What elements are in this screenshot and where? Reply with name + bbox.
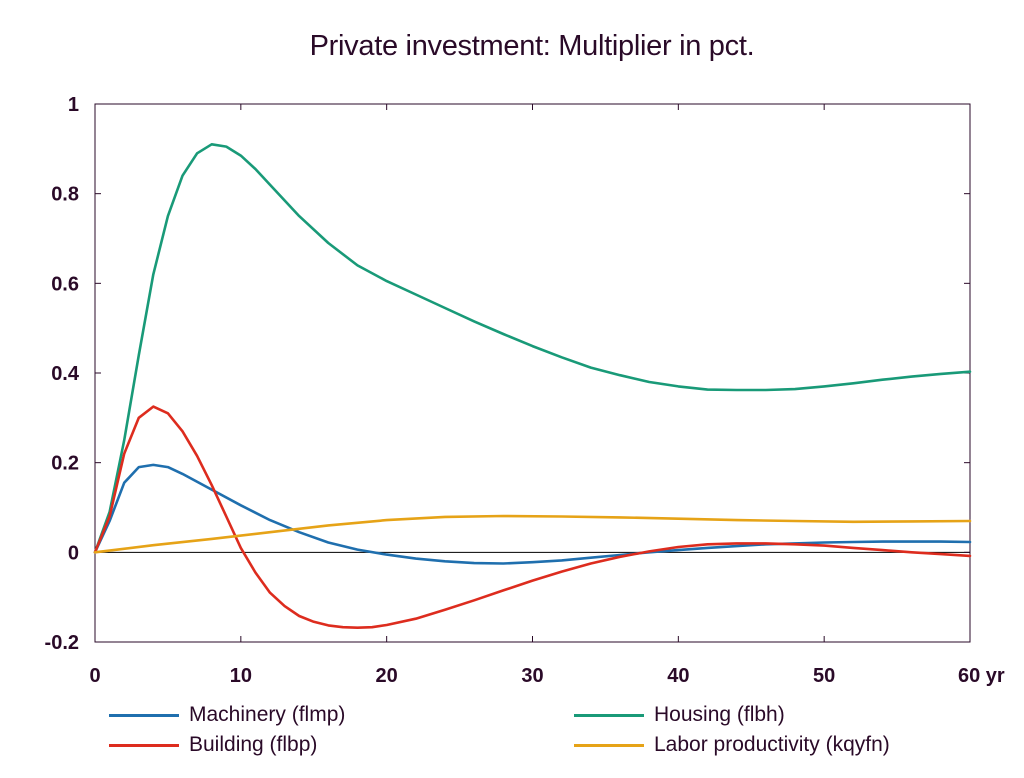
- legend-item-labor-productivity: Labor productivity (kqyfn): [574, 731, 890, 759]
- series-line-labor-productivity: [93, 514, 972, 554]
- x-tick-label: 30: [521, 665, 543, 687]
- y-tick-label: -0.2: [45, 632, 79, 654]
- legend-swatch-housing: [574, 713, 644, 717]
- y-tick-label: 0.8: [51, 184, 79, 206]
- series-line-building: [93, 405, 972, 629]
- x-tick-label: 50: [813, 665, 835, 687]
- legend-item-building: Building (flbp): [109, 731, 317, 759]
- x-tick-label: 10: [230, 665, 252, 687]
- legend-swatch-labor-productivity: [574, 743, 644, 747]
- legend-swatch-building: [109, 743, 179, 747]
- y-tick-label: 0.4: [51, 363, 80, 385]
- y-tick-label: 0.6: [51, 273, 79, 295]
- legend-label-housing: Housing (flbh): [654, 703, 785, 726]
- legend-item-housing: Housing (flbh): [574, 701, 785, 729]
- legend-label-machinery: Machinery (flmp): [189, 703, 346, 726]
- legend-swatch-machinery: [109, 713, 179, 717]
- y-tick-label: 0.2: [51, 453, 79, 475]
- legend-label-building: Building (flbp): [189, 733, 318, 756]
- series-line-housing: [93, 143, 972, 554]
- chart-title: Private investment: Multiplier in pct.: [309, 30, 755, 62]
- y-tick-label: 1: [68, 94, 79, 116]
- x-tick-label: 0: [89, 665, 100, 687]
- y-tick-label: 0: [68, 542, 79, 564]
- series-line-machinery: [93, 463, 972, 565]
- legend-item-machinery: Machinery (flmp): [109, 701, 345, 729]
- x-tick-label: 20: [376, 665, 398, 687]
- x-tick-label: 40: [667, 665, 689, 687]
- x-tick-label: 60 yr: [958, 665, 1005, 687]
- legend-label-labor-productivity: Labor productivity (kqyfn): [654, 733, 890, 756]
